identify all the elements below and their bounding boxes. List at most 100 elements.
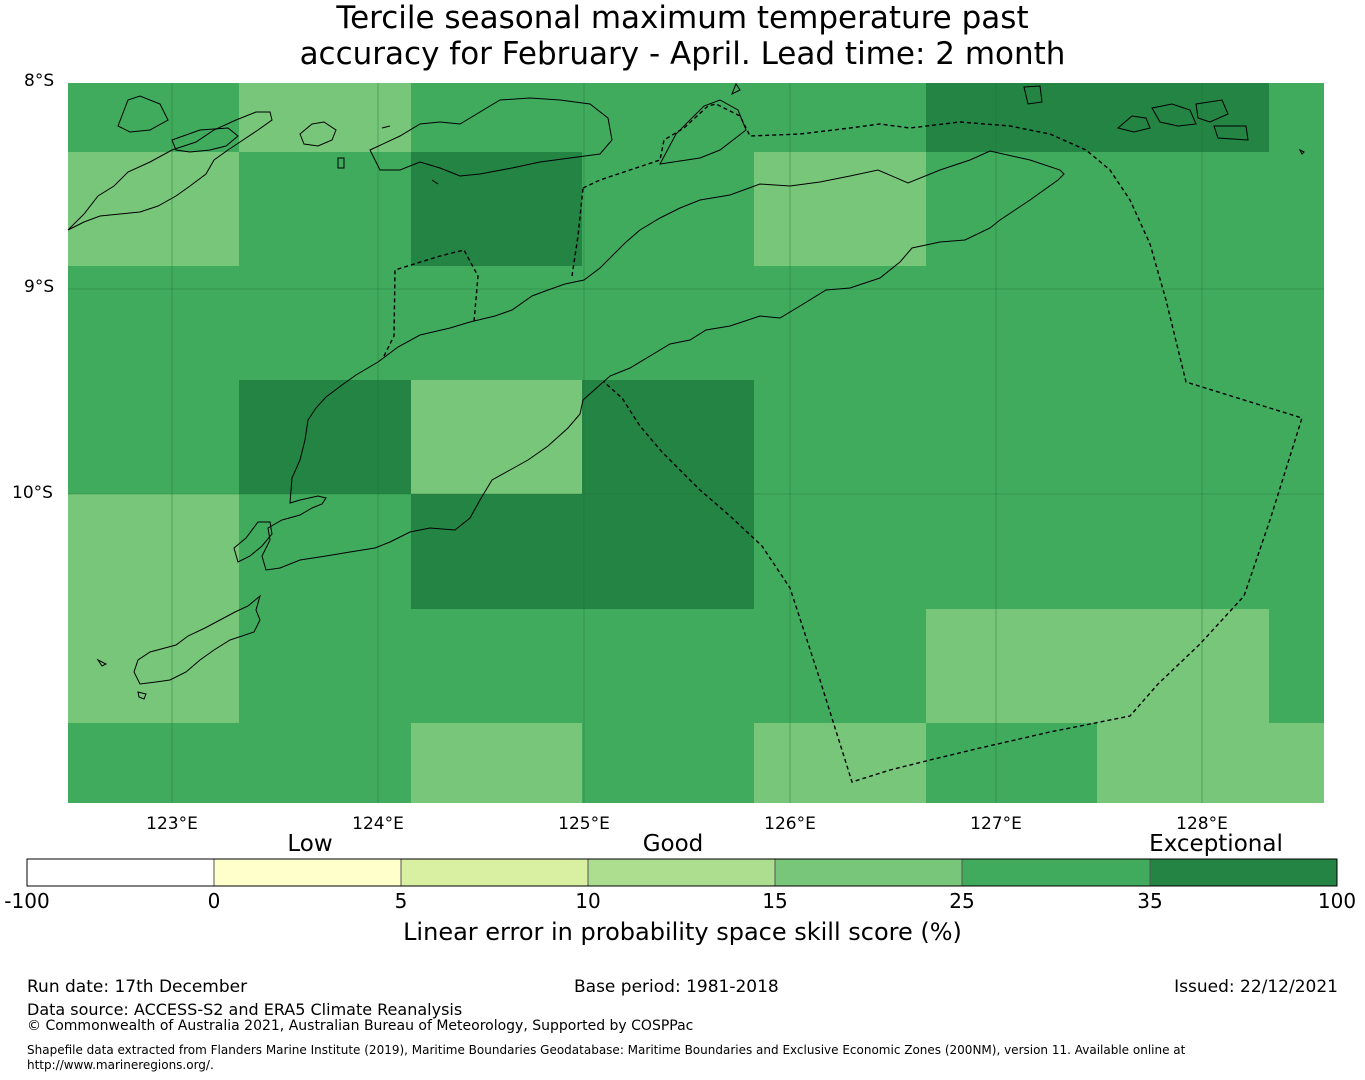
lon-label-125e: 125°E [558,814,610,834]
skill-cell [1269,266,1324,380]
skill-cell [411,380,582,494]
skill-cell [926,494,1269,609]
skill-cell [1097,723,1324,803]
skill-cell [68,494,239,609]
title-line-2: accuracy for February - April. Lead time… [299,36,1066,72]
skill-cell [1269,494,1324,609]
skill-cell [68,83,239,152]
copyright: © Commonwealth of Australia 2021, Austra… [27,1018,694,1034]
islet-5 [1298,148,1305,155]
skill-cell [239,266,411,380]
data-source: Data source: ACCESS-S2 and ERA5 Climate … [27,1000,463,1019]
skill-cell [239,380,411,494]
colorbar [26,858,1338,887]
skill-cell [1269,609,1324,723]
skill-cell [1269,83,1324,152]
skill-cell [68,609,239,723]
colorbar-title: Linear error in probability space skill … [403,918,962,946]
skill-cell [754,494,926,609]
colorbar-swatch [214,859,401,886]
skill-cell [411,83,582,152]
colorbar-tick: -100 [4,889,50,913]
skill-cell [582,723,754,803]
maritime-boundaries [383,103,1303,783]
colorbar-tick: 25 [949,889,975,913]
skill-cell [926,266,1269,380]
title-line-1: Tercile seasonal maximum temperature pas… [336,0,1029,36]
solor-coastline [117,95,169,133]
islet-2 [137,691,147,700]
skill-cell [582,380,754,494]
colorbar-swatch [775,859,962,886]
skill-cell [1269,380,1324,494]
flores-coastline [67,111,273,231]
skill-cell [68,723,239,803]
lon-label-123e: 123°E [146,814,198,834]
skill-cell [754,380,926,494]
islet-3 [1023,85,1043,105]
wetar-coastline [659,99,747,165]
lat-label-10s: 10°S [12,483,53,503]
colorbar-swatch [401,859,588,886]
skill-cell [926,380,1269,494]
colorbar-swatch [588,859,775,886]
shapefile-credit-line-1: Shapefile data extracted from Flanders M… [27,1043,1186,1057]
skill-cell [926,723,1097,803]
skill-cell [411,266,582,380]
leti-coastline [1151,103,1197,127]
lon-label-124e: 124°E [352,814,404,834]
skill-cell [411,609,582,723]
oecusse-boundary [571,187,584,277]
skill-cell [754,152,926,266]
skill-cell [754,723,926,803]
skill-cell [582,83,754,152]
run-date: Run date: 17th December [27,977,248,997]
skill-cell [411,723,582,803]
skill-cell [239,494,411,609]
colorbar-swatch [1150,859,1337,886]
lon-label-127e: 127°E [970,814,1022,834]
lon-label-128e: 128°E [1176,814,1228,834]
lembata-coastline [171,127,239,153]
islet-8 [431,179,439,185]
skill-cell [239,723,411,803]
moa-coastline [1195,99,1229,123]
islet-1 [96,658,108,667]
rote-coastline [133,594,261,685]
islet-7 [381,125,391,129]
skill-cell [239,152,411,266]
skill-cell [926,83,1269,152]
skill-cell [411,494,582,609]
skill-cell [239,83,411,152]
lakor-coastline [1213,125,1249,141]
category-exceptional: Exceptional [1149,831,1283,857]
colorbar-frame [26,858,1338,887]
base-period: Base period: 1981-2018 [574,977,779,997]
colorbar-tick: 5 [394,889,408,913]
skill-cell [68,380,239,494]
coastlines [67,82,1305,700]
skill-cell [754,609,926,723]
skill-cell [582,494,754,609]
islet-4 [1116,115,1151,133]
shapefile-credit-line-2: http://www.marineregions.org/. [27,1058,214,1072]
semau-coastline [233,521,273,563]
pantar-coastline [299,121,337,147]
colorbar-tick: 100 [1317,889,1357,913]
lat-label-8s: 8°S [24,71,55,91]
skill-cell [926,152,1269,266]
category-low: Low [287,831,333,857]
skill-cell [68,152,239,266]
skill-cell [411,152,582,266]
skill-cell [754,83,926,152]
category-good: Good [642,831,704,857]
skill-cell [239,609,411,723]
map-title: Tercile seasonal maximum temperature pas… [0,0,1365,72]
lon-label-126e: 126°E [764,814,816,834]
skill-cell [68,266,239,380]
colorbar-tick: 15 [762,889,788,913]
colorbar-tick: 10 [575,889,601,913]
skill-cell [582,266,754,380]
skill-cell [582,152,754,266]
